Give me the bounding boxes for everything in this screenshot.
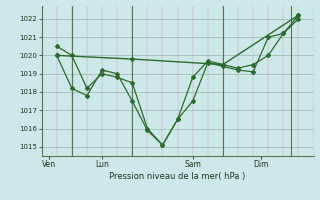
X-axis label: Pression niveau de la mer( hPa ): Pression niveau de la mer( hPa )	[109, 172, 246, 181]
